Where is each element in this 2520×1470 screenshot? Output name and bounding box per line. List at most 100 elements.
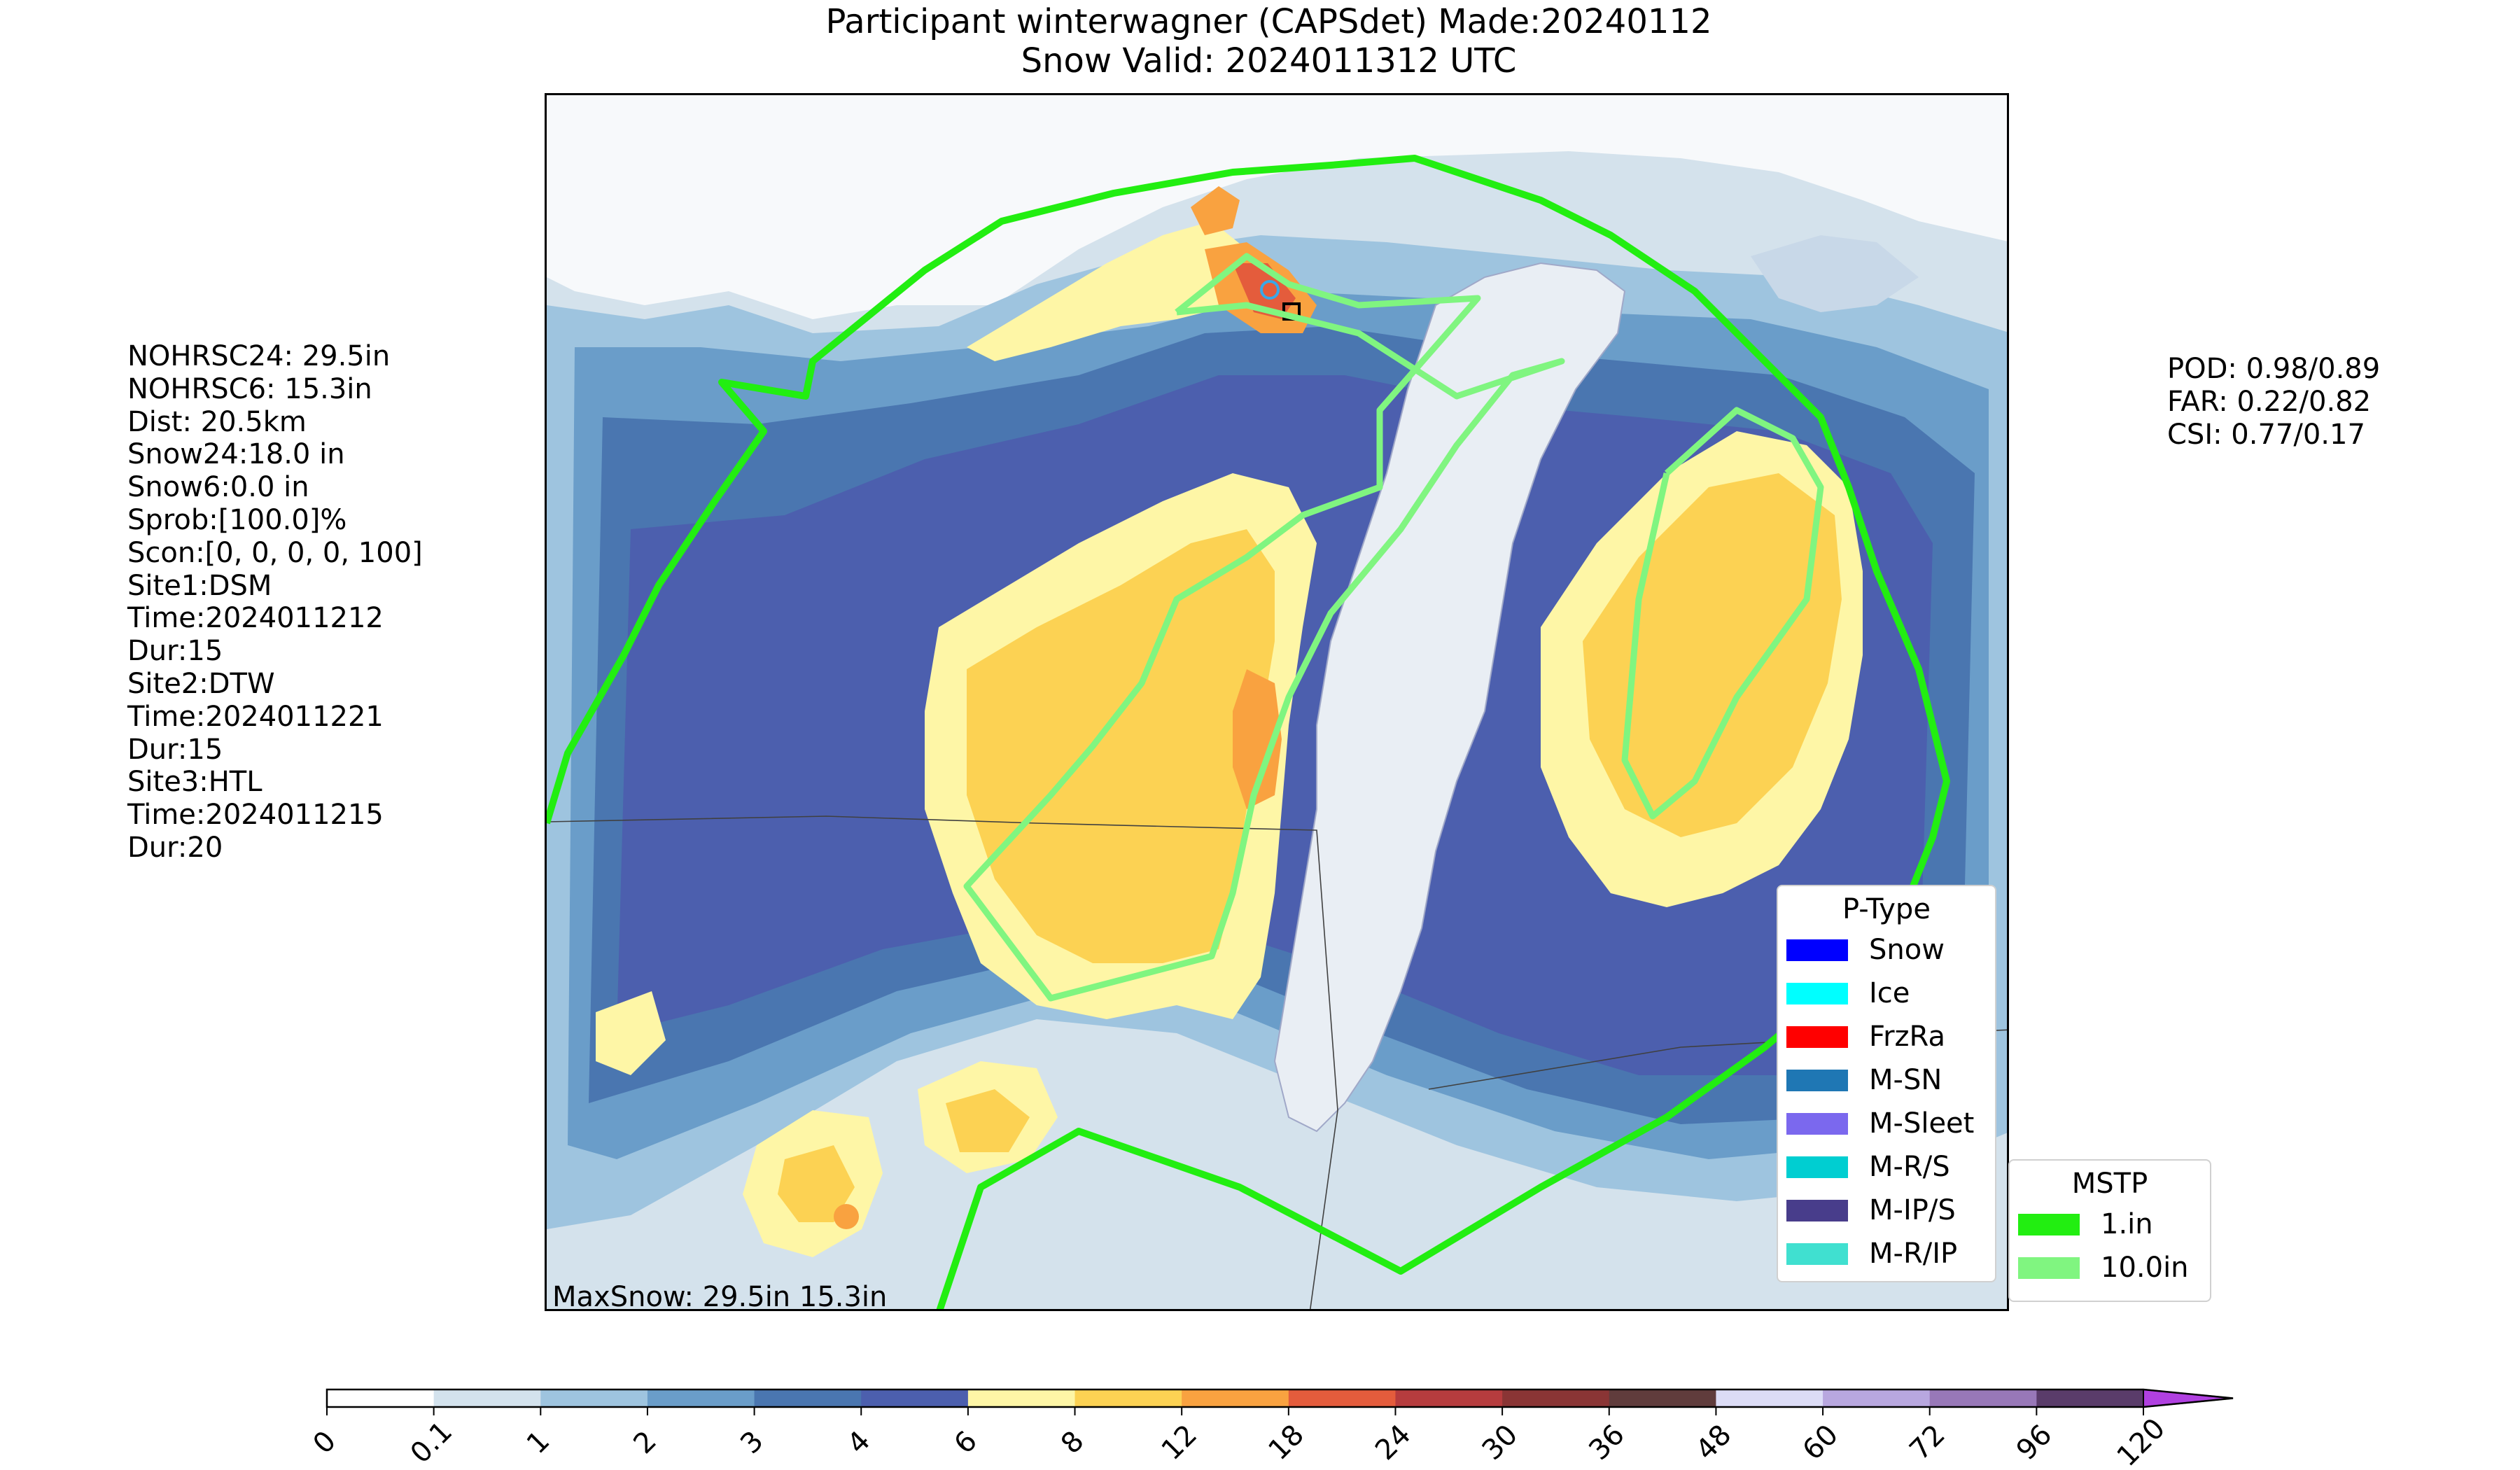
- legend-swatch: [2018, 1256, 2080, 1279]
- stat-line: Time:2024011212: [127, 602, 384, 635]
- colorbar-tick-label: 8: [1055, 1425, 1091, 1461]
- stat-line: Snow6:0.0 in: [127, 471, 309, 504]
- colorbar-tick-label: 30: [1476, 1419, 1525, 1467]
- colorbar-segment: [967, 1390, 1076, 1407]
- snow-18in-area-up: [1233, 263, 1296, 319]
- snow-6in-blob-sw3: [596, 991, 666, 1075]
- colorbar-tick-label: 2: [627, 1425, 663, 1461]
- obs-max-circle-marker: [1260, 280, 1280, 300]
- colorbar-segment: [1716, 1390, 1823, 1407]
- stat-line: Time:2024011215: [127, 799, 384, 832]
- ptype-legend-row: M-SN: [1778, 1058, 1995, 1102]
- snow-8in-blob-sw2: [946, 1089, 1030, 1152]
- ptype-legend: P-Type Snow Ice FrzRa M-SN M-Sleet M-R/S M-IP/…: [1777, 885, 1996, 1282]
- ptype-legend-row: M-R/IP: [1778, 1232, 1995, 1275]
- legend-label: M-SN: [1869, 1064, 1942, 1096]
- legend-label: Ice: [1869, 977, 1910, 1009]
- colorbar-tick-label: 0: [307, 1425, 343, 1461]
- colorbar-tick-label: 36: [1583, 1419, 1631, 1467]
- colorbar-extend-arrow: [2143, 1388, 2234, 1408]
- ptype-legend-row: FrzRa: [1778, 1015, 1995, 1058]
- colorbar-tick-label: 4: [841, 1425, 877, 1461]
- mstp-legend-title: MSTP: [2071, 1168, 2148, 1200]
- snow-12in-area-wi: [1233, 669, 1282, 809]
- colorbar-segment: [861, 1390, 969, 1407]
- snow-8in-blob-sw1: [778, 1145, 855, 1222]
- colorbar-segment: [1395, 1390, 1503, 1407]
- mstp-legend: MSTP 1.in 10.0in: [2008, 1159, 2211, 1302]
- legend-swatch: [1786, 1112, 1848, 1135]
- colorbar-tick-label: 18: [1262, 1419, 1310, 1467]
- mstp-legend-row: 10.0in: [2010, 1246, 2210, 1289]
- colorbar-outline: [326, 1388, 2234, 1408]
- colorbar-tick-label: 60: [1797, 1419, 1845, 1467]
- ptype-legend-title: P-Type: [1842, 893, 1931, 925]
- colorbar-tick-label: 0.1: [405, 1415, 459, 1470]
- legend-label: M-R/S: [1869, 1151, 1950, 1183]
- stat-line: Scon:[0, 0, 0, 0, 100]: [127, 536, 423, 569]
- colorbar-tick-label: 48: [1690, 1419, 1738, 1467]
- stat-line: Dist: 20.5km: [127, 405, 307, 438]
- colorbar-segment: [754, 1390, 862, 1407]
- stat-line: Site2:DTW: [127, 667, 275, 700]
- stat-line: NOHRSC24: 29.5in: [127, 340, 391, 372]
- colorbar-segment: [1502, 1390, 1610, 1407]
- colorbar-tick-label: 12: [1156, 1419, 1204, 1467]
- colorbar-segment: [1823, 1390, 1931, 1407]
- stat-line: Dur:15: [127, 733, 223, 766]
- mstp-legend-items: 1.in 10.0in: [2010, 1203, 2210, 1289]
- snow-keweenaw: [1191, 186, 1240, 235]
- legend-label: M-IP/S: [1869, 1194, 1956, 1226]
- chart-title-line2: Snow Valid: 2024011312 UTC: [1021, 41, 1517, 80]
- map-graphic: [547, 95, 2007, 1309]
- legend-swatch: [1786, 1026, 1848, 1048]
- lake-michigan: [1273, 262, 1626, 1133]
- legend-swatch: [1786, 1069, 1848, 1091]
- mstp-1in-contour: [547, 155, 1950, 1309]
- colorbar-segment: [1929, 1390, 2037, 1407]
- colorbar-segment: [2036, 1390, 2144, 1407]
- colorbar-tick-label: 1: [521, 1425, 556, 1461]
- ptype-legend-row: M-Sleet: [1778, 1102, 1995, 1145]
- legend-swatch: [1786, 982, 1848, 1004]
- stat-line: Dur:15: [127, 635, 223, 668]
- colorbar-segment: [1288, 1390, 1396, 1407]
- legend-swatch: [2018, 1213, 2080, 1236]
- colorbar-segment: [1074, 1390, 1182, 1407]
- colorbar-tick-label: 72: [1903, 1419, 1952, 1467]
- colorbar-tick-label: 3: [734, 1425, 770, 1461]
- ptype-legend-row: Ice: [1778, 972, 1995, 1015]
- legend-label: Snow: [1869, 934, 1945, 966]
- mstp-10in-contour-west: [963, 253, 1565, 1002]
- colorbar-segment: [327, 1390, 435, 1407]
- ptype-legend-row: Snow: [1778, 928, 1995, 972]
- max-snow-label: MaxSnow: 29.5in 15.3in: [552, 1281, 888, 1311]
- state-border-lines: [547, 816, 1338, 1309]
- stat-line: Dur:20: [127, 831, 223, 864]
- snow-8in-area-wi: [967, 529, 1275, 963]
- ptype-legend-row: M-IP/S: [1778, 1189, 1995, 1232]
- stat-line: Time:2024011221: [127, 700, 384, 733]
- verification-stat-line: POD: 0.98/0.89: [2167, 353, 2381, 385]
- colorbar-segment: [1609, 1390, 1716, 1407]
- snow-6in-area-up: [967, 221, 1261, 361]
- lake-huron-north: [1751, 235, 1919, 312]
- stat-line: Site1:DSM: [127, 569, 272, 602]
- stat-line: Snow24:18.0 in: [127, 438, 345, 471]
- legend-label: FrzRa: [1869, 1021, 1945, 1053]
- colorbar-segment: [1182, 1390, 1289, 1407]
- colorbar-tick-label: 6: [948, 1425, 983, 1461]
- colorbar-segment: [540, 1390, 648, 1407]
- stat-line: NOHRSC6: 15.3in: [127, 372, 372, 405]
- chart-title-line1: Participant winterwagner (CAPSdet) Made:…: [825, 2, 1712, 41]
- verification-stat-line: CSI: 0.77/0.17: [2167, 419, 2365, 451]
- legend-swatch: [1786, 1156, 1848, 1178]
- legend-label: M-R/IP: [1869, 1238, 1958, 1270]
- snowfall-map: MaxSnow: 29.5in 15.3in: [545, 93, 2009, 1311]
- legend-label: 10.0in: [2101, 1252, 2189, 1284]
- colorbar-segment: [647, 1390, 755, 1407]
- colorbar-tick-label: 24: [1369, 1419, 1418, 1467]
- mstp-10in-contour-east: [1621, 407, 1824, 820]
- colorbar-tick-label: 120: [2111, 1413, 2172, 1470]
